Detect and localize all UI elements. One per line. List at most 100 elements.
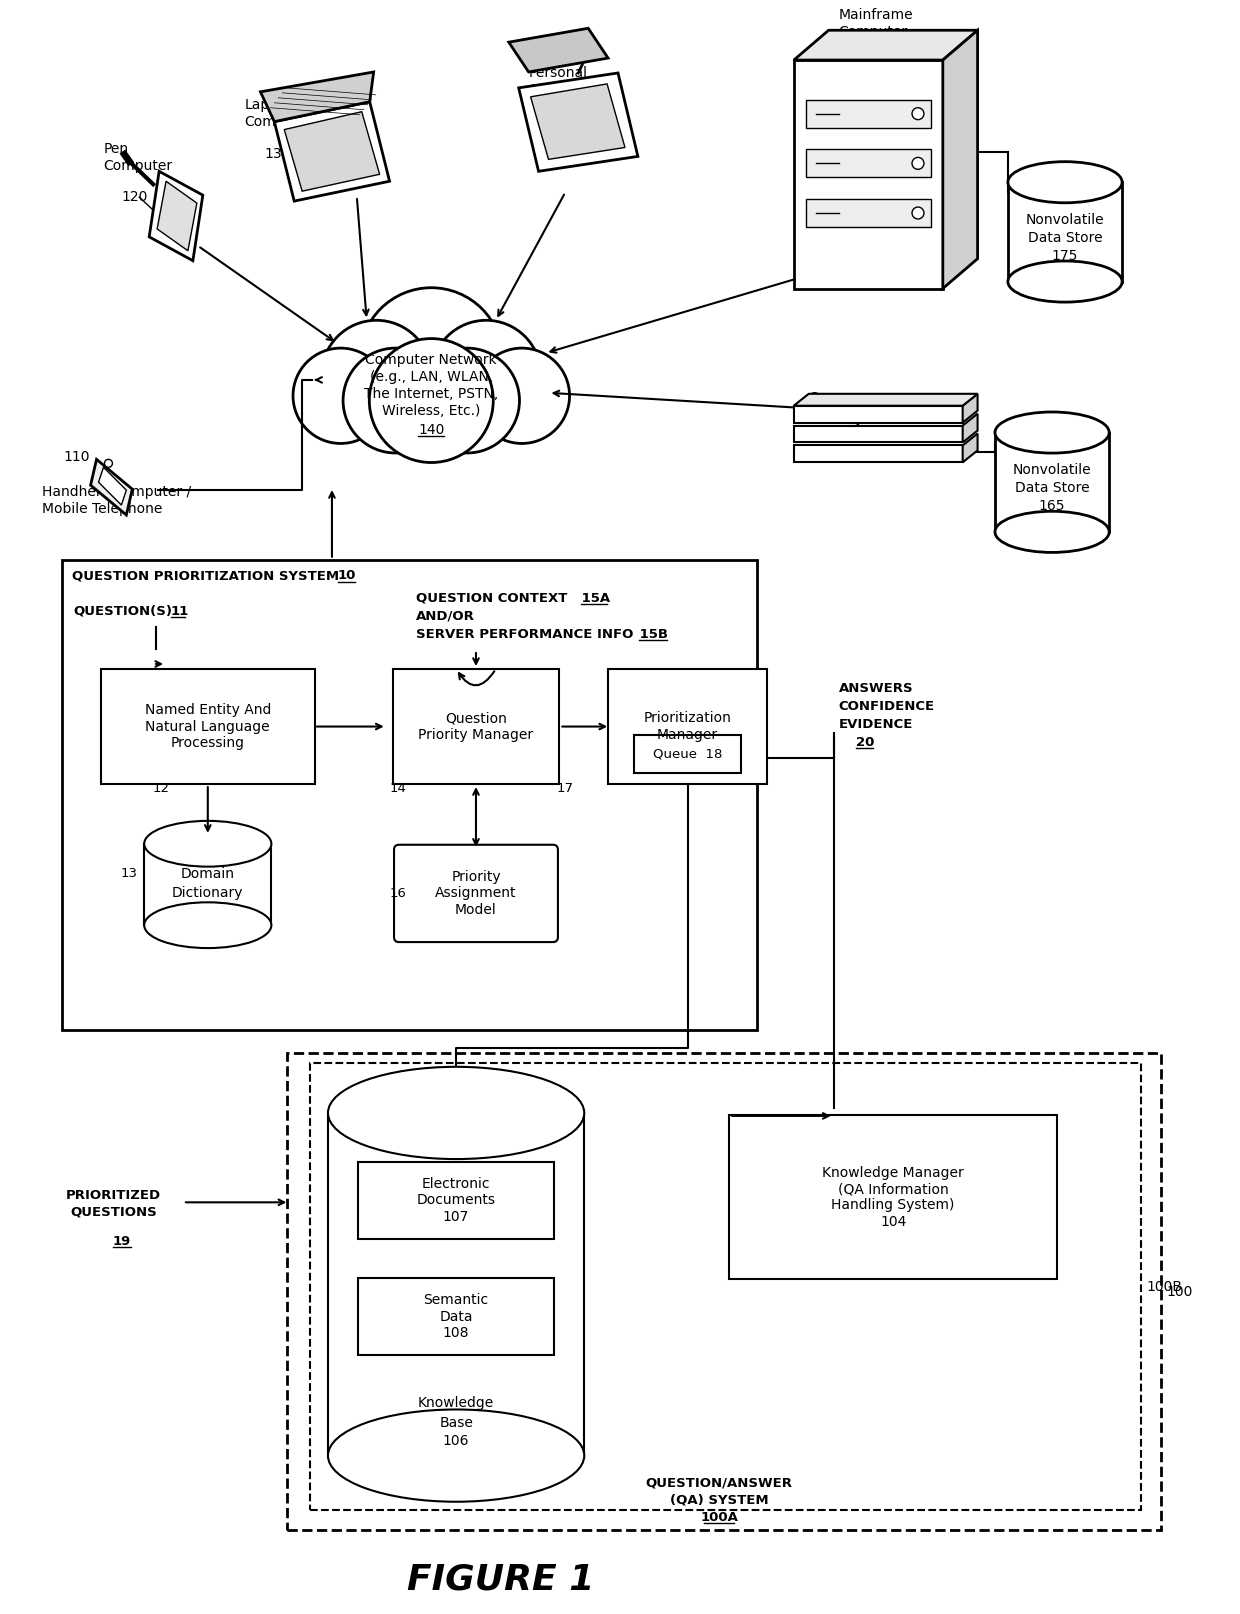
Text: 100: 100 (1167, 1285, 1193, 1299)
Text: Domain: Domain (181, 867, 234, 881)
Circle shape (414, 349, 520, 454)
Text: SERVER PERFORMANCE INFO: SERVER PERFORMANCE INFO (417, 628, 634, 641)
Text: Data Store: Data Store (1014, 481, 1090, 495)
Circle shape (104, 460, 113, 468)
Bar (794, 60, 942, 289)
Text: 140: 140 (418, 423, 444, 436)
Text: Computer: Computer (244, 115, 314, 129)
Bar (1008, 182, 1122, 281)
Text: 11: 11 (171, 605, 190, 618)
Text: Knowledge: Knowledge (418, 1396, 495, 1411)
Bar (62, 560, 758, 1030)
Polygon shape (98, 468, 126, 505)
Circle shape (913, 108, 924, 119)
Text: 120: 120 (122, 190, 148, 203)
Text: Server: Server (808, 391, 854, 405)
Circle shape (432, 320, 541, 429)
Text: QUESTION CONTEXT: QUESTION CONTEXT (417, 592, 568, 605)
Bar (794, 445, 962, 462)
Text: 150: 150 (543, 115, 569, 129)
Polygon shape (794, 394, 977, 405)
Circle shape (343, 349, 448, 454)
Ellipse shape (994, 412, 1110, 454)
Text: Computer: Computer (838, 26, 908, 39)
Polygon shape (518, 73, 637, 171)
Polygon shape (962, 413, 977, 442)
Polygon shape (508, 29, 608, 73)
Text: Computer Network: Computer Network (366, 353, 497, 366)
Text: Queue  18: Queue 18 (652, 747, 722, 760)
Bar (393, 670, 559, 784)
Text: FIGURE 1: FIGURE 1 (407, 1562, 594, 1596)
Text: Priority
Assignment
Model: Priority Assignment Model (435, 870, 517, 917)
Bar (358, 1162, 554, 1240)
Text: QUESTION/ANSWER: QUESTION/ANSWER (646, 1477, 792, 1490)
Polygon shape (962, 394, 977, 423)
Text: Data Store: Data Store (1028, 231, 1102, 245)
Polygon shape (149, 171, 203, 261)
Ellipse shape (994, 512, 1110, 552)
Ellipse shape (327, 1409, 584, 1501)
Bar (288, 1054, 1162, 1530)
Text: Nonvolatile: Nonvolatile (1013, 463, 1091, 478)
Polygon shape (91, 460, 133, 515)
Text: QUESTIONS: QUESTIONS (69, 1206, 156, 1219)
Text: Wireless, Etc.): Wireless, Etc.) (382, 404, 480, 418)
Text: Question
Priority Manager: Question Priority Manager (418, 712, 533, 742)
Text: (e.g., LAN, WLAN,: (e.g., LAN, WLAN, (370, 370, 494, 384)
Circle shape (360, 287, 502, 431)
Polygon shape (260, 73, 373, 121)
Bar (144, 844, 272, 925)
Text: AND/OR: AND/OR (417, 610, 475, 623)
Text: Named Entity And
Natural Language
Processing: Named Entity And Natural Language Proces… (145, 704, 272, 751)
Polygon shape (962, 434, 977, 462)
Text: Prioritization
Manager: Prioritization Manager (644, 712, 732, 742)
Polygon shape (531, 84, 625, 160)
Ellipse shape (327, 1067, 584, 1159)
Text: Computer: Computer (103, 160, 172, 173)
Ellipse shape (1008, 161, 1122, 203)
Text: QUESTION PRIORITIZATION SYSTEM: QUESTION PRIORITIZATION SYSTEM (72, 570, 339, 583)
Text: 17: 17 (557, 781, 574, 794)
Bar (794, 426, 962, 442)
FancyBboxPatch shape (394, 844, 558, 943)
Text: (QA) SYSTEM: (QA) SYSTEM (670, 1495, 769, 1507)
Bar (806, 150, 931, 178)
Text: Dictionary: Dictionary (172, 886, 243, 901)
Text: 13: 13 (120, 867, 138, 880)
Polygon shape (942, 31, 977, 289)
Circle shape (913, 158, 924, 169)
Text: Pen: Pen (103, 142, 129, 157)
Text: 165: 165 (1039, 499, 1065, 513)
Bar (729, 1115, 1056, 1280)
Text: EVIDENCE: EVIDENCE (838, 718, 913, 731)
Text: PRIORITIZED: PRIORITIZED (66, 1190, 161, 1202)
Text: Nonvolatile: Nonvolatile (1025, 213, 1105, 228)
Text: 100B: 100B (1147, 1280, 1183, 1294)
Text: 16: 16 (389, 888, 405, 901)
Circle shape (321, 320, 432, 429)
Polygon shape (284, 111, 379, 190)
Text: Semantic
Data
108: Semantic Data 108 (424, 1293, 489, 1340)
Text: 130: 130 (264, 147, 291, 161)
Polygon shape (794, 31, 977, 60)
Text: 10: 10 (339, 570, 356, 583)
Text: 12: 12 (153, 781, 170, 794)
Text: Knowledge Manager
(QA Information
Handling System)
104: Knowledge Manager (QA Information Handli… (822, 1165, 963, 1228)
Text: ANSWERS: ANSWERS (838, 683, 913, 696)
Text: 20: 20 (857, 736, 874, 749)
Text: 170: 170 (868, 56, 895, 69)
Circle shape (474, 349, 569, 444)
Ellipse shape (144, 902, 272, 947)
Ellipse shape (144, 822, 272, 867)
Bar (327, 1114, 584, 1456)
Bar (794, 405, 962, 423)
Text: 175: 175 (1052, 249, 1078, 263)
Ellipse shape (1008, 261, 1122, 302)
Text: QUESTION(S): QUESTION(S) (73, 605, 172, 618)
Text: 15A: 15A (578, 592, 610, 605)
Text: Handheld Computer /: Handheld Computer / (42, 486, 191, 499)
Circle shape (913, 207, 924, 220)
Text: Mainframe: Mainframe (838, 8, 913, 23)
Text: CONFIDENCE: CONFIDENCE (838, 700, 935, 713)
